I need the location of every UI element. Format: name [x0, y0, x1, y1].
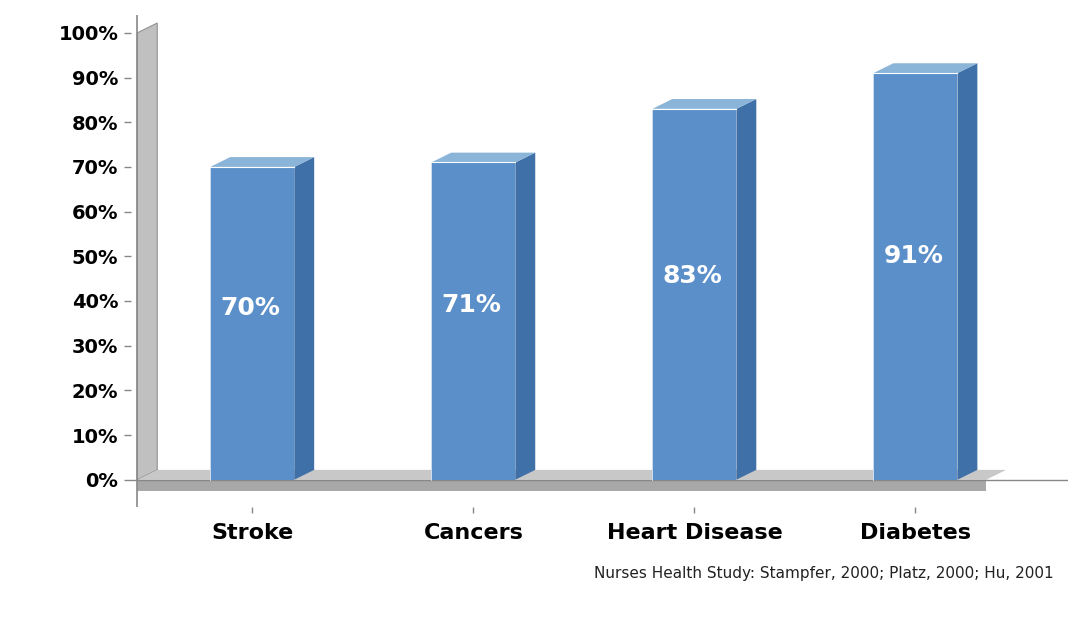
- Polygon shape: [874, 63, 977, 73]
- Text: 70%: 70%: [220, 296, 280, 320]
- Polygon shape: [431, 153, 535, 163]
- Polygon shape: [957, 63, 977, 480]
- Text: 71%: 71%: [441, 293, 501, 317]
- Polygon shape: [295, 157, 314, 480]
- Polygon shape: [736, 99, 756, 480]
- Polygon shape: [138, 470, 1006, 480]
- Text: Nurses Health Study: Stampfer, 2000; Platz, 2000; Hu, 2001: Nurses Health Study: Stampfer, 2000; Pla…: [595, 565, 1054, 580]
- Polygon shape: [210, 157, 314, 167]
- Polygon shape: [138, 480, 987, 491]
- Polygon shape: [431, 163, 516, 480]
- Text: 91%: 91%: [884, 244, 943, 268]
- Polygon shape: [138, 23, 157, 480]
- Polygon shape: [874, 73, 957, 480]
- Polygon shape: [652, 109, 736, 480]
- Polygon shape: [210, 167, 295, 480]
- Text: 83%: 83%: [663, 264, 722, 288]
- Polygon shape: [516, 153, 535, 480]
- Polygon shape: [652, 99, 756, 109]
